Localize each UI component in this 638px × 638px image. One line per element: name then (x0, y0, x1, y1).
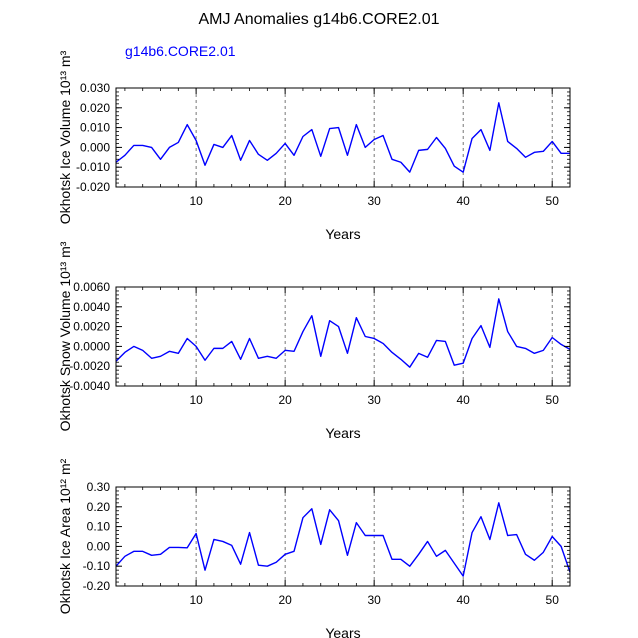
chart-panel-3: -0.20 -0.10 0.00 0.10 0.20 0.30 10 20 30 40 50 Year… (57, 458, 571, 638)
x-tick-label: 40 (456, 593, 470, 607)
plot-frame (115, 486, 571, 587)
chart-panel-1: -0.020 -0.010 0.000 0.010 0.020 0.030 10 20 30 40… (57, 50, 571, 242)
x-tick-label: 10 (189, 393, 203, 407)
x-tick-label: 20 (278, 593, 292, 607)
x-axis-label: Years (325, 425, 360, 441)
series-line (115, 502, 571, 577)
x-tick-label: 10 (189, 194, 203, 208)
plot-frame (115, 87, 571, 188)
y-tick-label: 0.000 (80, 140, 110, 154)
y-tick-label: 0.30 (87, 480, 111, 494)
y-tick-label: -0.20 (83, 579, 111, 593)
chart-title: AMJ Anomalies g14b6.CORE2.01 (198, 11, 439, 28)
y-tick-label: -0.0040 (69, 379, 110, 393)
x-tick-label: 50 (546, 393, 560, 407)
y-axis-label: Okhotsk Ice Area 10¹² m² (57, 458, 73, 614)
x-tick-label: 10 (189, 593, 203, 607)
y-axis-label: Okhotsk Ice Volume 10¹³ m³ (57, 50, 73, 224)
y-tick-label: -0.10 (83, 559, 111, 573)
legend-label: g14b6.CORE2.01 (125, 43, 236, 59)
x-tick-label: 40 (456, 194, 470, 208)
y-tick-label: 0.10 (87, 520, 111, 534)
x-tick-label: 50 (546, 194, 560, 208)
y-tick-label: 0.00 (87, 539, 111, 553)
series-line (115, 102, 570, 173)
x-tick-label: 40 (456, 393, 470, 407)
chart-panels: -0.020 -0.010 0.000 0.010 0.020 0.030 10 20 30 40… (57, 50, 571, 638)
y-tick-label: 0.010 (80, 121, 110, 135)
series-line (115, 298, 571, 368)
x-axis-label: Years (325, 625, 360, 638)
y-tick-label: -0.020 (76, 180, 110, 194)
y-tick-label: 0.0060 (73, 280, 110, 294)
x-tick-label: 20 (278, 393, 292, 407)
y-tick-label: 0.020 (80, 101, 110, 115)
y-tick-label: -0.010 (76, 160, 110, 174)
y-axis-label: Okhotsk Snow Volume 10¹³ m³ (57, 241, 73, 431)
y-tick-label: 0.20 (87, 500, 111, 514)
y-tick-label: 0.030 (80, 81, 110, 95)
x-tick-label: 30 (367, 194, 381, 208)
x-tick-label: 50 (546, 593, 560, 607)
x-tick-label: 30 (367, 393, 381, 407)
plot-frame (115, 286, 571, 387)
chart-panel-2: -0.0040 -0.0020 0.0000 0.0020 0.0040 0.0060 10… (57, 241, 571, 441)
y-tick-label: 0.0000 (73, 339, 110, 353)
y-tick-label: -0.0020 (69, 359, 110, 373)
x-tick-label: 20 (278, 194, 292, 208)
x-axis-label: Years (325, 226, 360, 242)
x-tick-label: 30 (367, 593, 381, 607)
y-tick-label: 0.0040 (73, 300, 110, 314)
y-tick-label: 0.0020 (73, 320, 110, 334)
